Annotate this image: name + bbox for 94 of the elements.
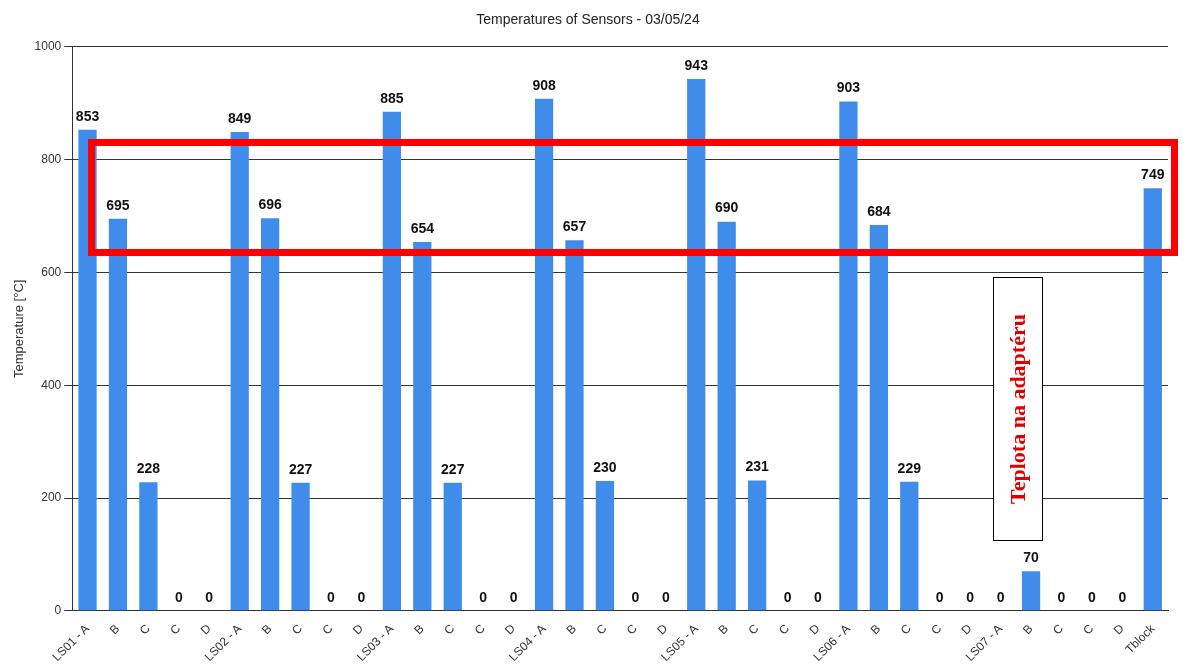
- x-tick-label: B: [563, 621, 579, 638]
- bar: [687, 78, 706, 611]
- y-tick-label: 1000: [34, 39, 62, 54]
- text-box: Teplota na adaptéru: [993, 277, 1043, 541]
- bar: [1143, 188, 1162, 611]
- data-label: 227: [288, 460, 313, 477]
- data-label: 0: [205, 588, 214, 605]
- data-label: 229: [897, 459, 922, 476]
- bar: [108, 218, 128, 611]
- bar: [139, 482, 158, 611]
- x-tick-label: C: [593, 621, 610, 638]
- bar: [443, 482, 462, 611]
- data-label: 657: [562, 218, 587, 235]
- bar: [230, 131, 249, 611]
- bar: [1021, 571, 1041, 611]
- bar: [839, 101, 858, 611]
- data-label: 749: [1141, 166, 1165, 183]
- data-label: 943: [684, 56, 709, 73]
- x-tick-label: D: [958, 621, 975, 638]
- chart-title: Temperatures of Sensors - 03/05/24: [476, 11, 700, 28]
- x-tick-label: C: [441, 621, 458, 638]
- bar: [747, 480, 767, 611]
- data-label: 695: [106, 196, 130, 213]
- data-label: 696: [258, 196, 283, 213]
- y-tick-label: 800: [41, 151, 62, 166]
- data-label: 0: [479, 588, 488, 605]
- data-label: 228: [136, 460, 161, 477]
- data-label: 0: [1057, 588, 1066, 605]
- bar: [291, 482, 310, 611]
- x-tick-label: D: [349, 621, 367, 638]
- data-label: 885: [380, 89, 404, 106]
- data-label: 0: [327, 588, 336, 605]
- data-label: 849: [228, 109, 252, 126]
- x-tick-label: D: [197, 621, 214, 638]
- bar: [900, 481, 919, 611]
- bar: [869, 225, 888, 611]
- x-tick-label: C: [928, 621, 945, 638]
- x-tick-label: B: [411, 621, 427, 638]
- data-label: 231: [745, 458, 769, 475]
- bar: [534, 98, 554, 611]
- data-label: 0: [661, 588, 670, 605]
- data-label: 0: [996, 588, 1005, 605]
- data-label: 903: [836, 79, 861, 96]
- data-label: 0: [509, 588, 518, 605]
- bar: [565, 240, 584, 611]
- data-label: 908: [532, 76, 556, 93]
- data-label: 690: [714, 199, 739, 216]
- x-tick-label: B: [715, 621, 732, 638]
- data-label: 0: [357, 588, 366, 605]
- bar: [717, 221, 736, 611]
- annotation: Teplota na adaptéru: [1005, 314, 1031, 504]
- data-label: 0: [631, 588, 640, 605]
- x-tick-label: D: [1110, 621, 1128, 638]
- x-tick-label: B: [867, 621, 884, 638]
- data-label: 0: [783, 588, 792, 605]
- x-tick-label: C: [1080, 621, 1097, 638]
- bar: [413, 241, 432, 611]
- x-tick-label: C: [775, 621, 793, 638]
- x-tick-label: C: [167, 621, 184, 638]
- data-label: 654: [410, 219, 435, 236]
- x-tick-label: D: [502, 621, 519, 638]
- x-tick-label: C: [745, 621, 762, 638]
- bar: [382, 111, 402, 611]
- data-label: 70: [1023, 549, 1040, 566]
- y-tick-label: 600: [41, 264, 62, 279]
- y-tick-label: 200: [41, 490, 62, 505]
- data-label: 227: [441, 460, 465, 477]
- bar: [261, 218, 280, 611]
- data-label: 0: [814, 588, 823, 605]
- x-tick-label: D: [654, 621, 671, 638]
- data-label: 0: [1088, 588, 1097, 605]
- bar: [78, 129, 97, 611]
- data-label: 0: [935, 588, 944, 605]
- y-axis-title: Temperature [°C]: [11, 279, 27, 378]
- x-tick-label: C: [319, 621, 336, 638]
- x-tick-label: B: [106, 621, 123, 638]
- data-label: 684: [867, 202, 891, 219]
- data-label: 853: [75, 107, 100, 124]
- data-label: 0: [174, 588, 183, 605]
- x-tick-label: C: [1049, 621, 1067, 638]
- x-tick-label: D: [806, 621, 823, 638]
- data-label: 230: [593, 458, 617, 475]
- bar: [595, 481, 615, 611]
- data-label: 0: [966, 588, 975, 605]
- x-tick-label: C: [136, 621, 154, 638]
- x-tick-label: C: [471, 621, 488, 638]
- y-tick-label: 0: [54, 603, 62, 618]
- x-tick-label: B: [1019, 621, 1036, 638]
- y-tick-label: 400: [41, 377, 62, 392]
- data-label: 0: [1118, 588, 1127, 605]
- x-tick-label: C: [897, 621, 914, 638]
- x-tick-label: B: [259, 621, 275, 638]
- x-tick-label: C: [289, 621, 306, 638]
- x-tick-label: C: [623, 621, 641, 638]
